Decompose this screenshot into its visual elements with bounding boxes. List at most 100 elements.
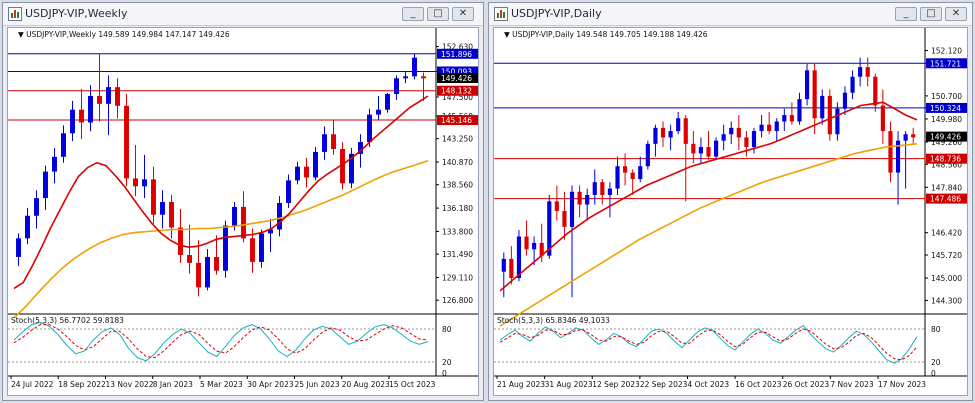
candle-body (358, 142, 363, 154)
candle-body (25, 215, 30, 239)
time-tick-label: 25 Jun 2023 (295, 380, 340, 389)
candle-body (676, 118, 681, 132)
candle-body (850, 76, 855, 93)
weekly-title-bar[interactable]: USDJPY-VIP,Weekly _ □ ✕ (3, 3, 483, 26)
weekly-chart-svg[interactable]: ▼ USDJPY-VIP,Weekly 149.589 149.984 147.… (8, 28, 479, 396)
price-tick-label: 152.120 (931, 47, 962, 56)
candle-body (842, 92, 848, 109)
symbol-ohlc-header: ▼ USDJPY-VIP,Daily 149.548 149.705 149.1… (504, 30, 708, 39)
price-tick-label: 145.000 (931, 274, 962, 283)
time-tick-label: 31 Aug 2023 (545, 380, 593, 389)
candle-body (524, 236, 529, 250)
candle-body (516, 236, 522, 279)
maximize-button[interactable]: □ (427, 7, 449, 21)
candle-body (751, 131, 757, 148)
moving-average-orange (499, 143, 918, 327)
candle-body (797, 99, 802, 122)
time-tick-label: 13 Nov 2022 (106, 380, 154, 389)
candle-body (322, 134, 327, 152)
chart-window-icon (8, 7, 22, 21)
candle-body (577, 191, 582, 205)
candle-body (827, 95, 832, 135)
chart-window-icon (494, 7, 508, 21)
price-tick-label: 147.840 (931, 183, 962, 192)
candle-body (331, 134, 336, 149)
time-tick-label: 15 Oct 2023 (389, 380, 436, 389)
daily-chart-area[interactable]: ▼ USDJPY-VIP,Daily 149.548 149.705 149.1… (493, 27, 968, 396)
stoch-level-label: 0 (931, 369, 936, 378)
daily-chart-window[interactable]: USDJPY-VIP,Daily _ □ ✕ ▼ USDJPY-VIP,Dail… (488, 2, 973, 401)
candle-body (178, 227, 183, 256)
candle-body (713, 140, 719, 157)
candle-body (501, 258, 506, 272)
close-button[interactable]: ✕ (452, 7, 474, 21)
candle-body (880, 105, 885, 132)
candle-body (214, 256, 219, 271)
candle-body (61, 133, 66, 157)
time-tick-label: 4 Oct 2023 (688, 380, 730, 389)
daily-window-title: USDJPY-VIP,Daily (511, 7, 602, 20)
level-price-tag (437, 115, 478, 126)
candle-body (789, 115, 794, 122)
symbol-ohlc-header: ▼ USDJPY-VIP,Weekly 149.589 149.984 147.… (18, 30, 230, 39)
candle-body (782, 115, 787, 122)
time-tick-label: 22 Sep 2023 (640, 380, 688, 389)
candle-body (349, 153, 354, 184)
candle-body (744, 137, 749, 148)
price-tick-label: 149.980 (931, 115, 962, 124)
stoch-signal-line (13, 324, 429, 359)
candle-body (812, 70, 817, 119)
price-tick-label: 144.300 (931, 296, 962, 305)
candle-body (196, 262, 201, 288)
weekly-chart-window[interactable]: USDJPY-VIP,Weekly _ □ ✕ ▼ USDJPY-VIP,Wee… (2, 2, 484, 401)
candle-body (115, 87, 120, 106)
close-button[interactable]: ✕ (945, 7, 967, 21)
candle-body (304, 166, 309, 178)
weekly-window-title: USDJPY-VIP,Weekly (25, 7, 128, 20)
stoch-level-label: 20 (442, 358, 452, 367)
price-tick-label: 126.800 (442, 296, 473, 305)
time-tick-label: 21 Aug 2023 (497, 380, 545, 389)
candle-body (759, 124, 764, 132)
candle-body (367, 114, 372, 143)
candle-body (736, 127, 741, 138)
current-price-tag (437, 73, 478, 84)
maximize-button[interactable]: □ (920, 7, 942, 21)
level-price-label: 151.896 (441, 50, 472, 59)
level-price-tag (926, 58, 967, 69)
candle-body (295, 166, 300, 181)
price-tick-label: 140.870 (442, 158, 473, 167)
price-tick-label: 145.720 (931, 251, 962, 260)
candle-body (835, 108, 840, 135)
time-tick-label: 8 Jan 2023 (153, 380, 193, 389)
candle-body (569, 191, 575, 227)
price-tick-label: 136.180 (442, 204, 473, 213)
minimize-button[interactable]: _ (402, 7, 424, 21)
time-tick-label: 5 Mar 2023 (200, 380, 243, 389)
candle-body (151, 179, 156, 215)
daily-title-bar[interactable]: USDJPY-VIP,Daily _ □ ✕ (489, 3, 972, 26)
minimize-button[interactable]: _ (895, 7, 917, 21)
candle-body (277, 202, 282, 230)
daily-chart-svg[interactable]: ▼ USDJPY-VIP,Daily 149.548 149.705 149.1… (494, 28, 968, 396)
level-price-label: 148.132 (441, 87, 472, 96)
weekly-chart-area[interactable]: ▼ USDJPY-VIP,Weekly 149.589 149.984 147.… (7, 27, 479, 396)
candle-body (858, 67, 863, 77)
candle-body (638, 166, 643, 179)
stoch-main-line (499, 325, 918, 364)
price-tick-label: 143.250 (442, 135, 473, 144)
candle-body (268, 229, 273, 234)
candle-body (873, 76, 878, 106)
candle-body (600, 182, 605, 195)
candle-body (376, 109, 381, 115)
candle-body (232, 206, 237, 226)
candle-body (660, 127, 666, 138)
time-tick-label: 7 Nov 2023 (830, 380, 873, 389)
time-tick-label: 20 Aug 2023 (342, 380, 390, 389)
candle-body (43, 171, 48, 199)
candle-body (106, 87, 111, 104)
candle-body (698, 147, 704, 154)
candle-body (721, 134, 726, 141)
current-price-label: 149.426 (930, 133, 961, 142)
level-price-tag (926, 193, 967, 204)
